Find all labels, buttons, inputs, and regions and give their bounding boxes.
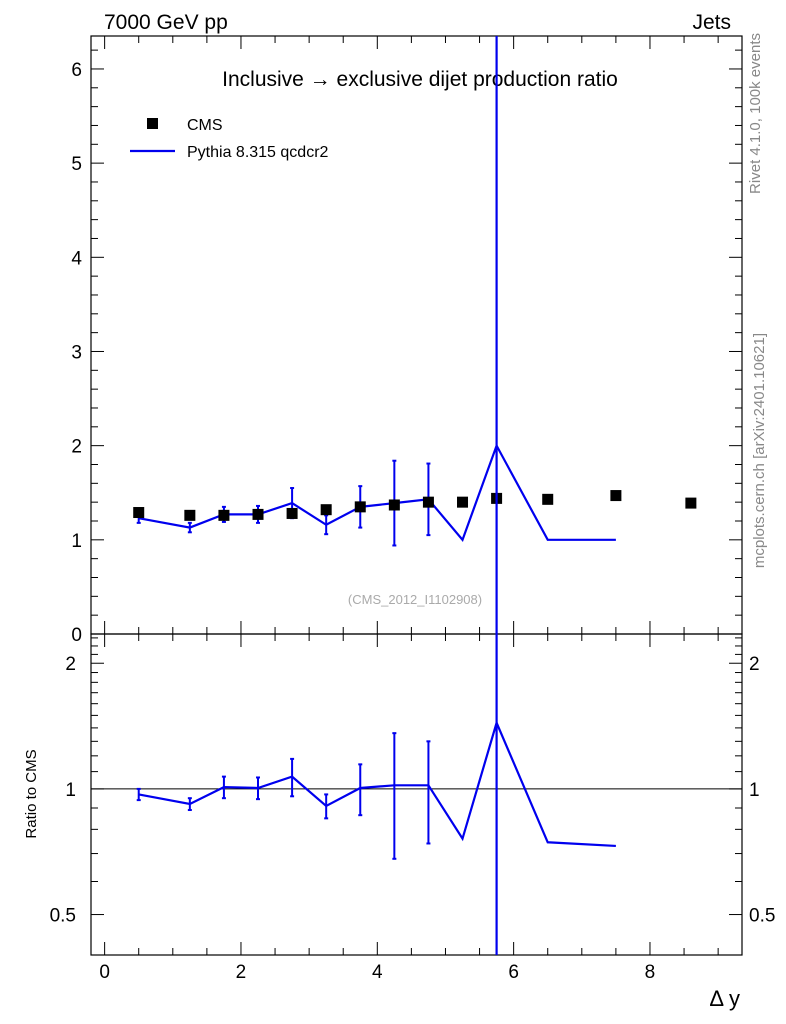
x-tick-label: 2 xyxy=(236,962,247,983)
x-tick-label: 8 xyxy=(645,962,656,983)
cms-data-point xyxy=(388,499,400,511)
y-tick-label: 5 xyxy=(71,154,82,175)
cms-data-point xyxy=(610,490,622,502)
y-tick-label: 2 xyxy=(71,437,82,458)
header-left: 7000 GeV pp xyxy=(104,11,228,34)
y-tick-label: 1 xyxy=(71,531,82,552)
x-tick-label: 6 xyxy=(508,962,519,983)
rivet-label: Rivet 4.1.0, 100k events xyxy=(747,33,764,194)
cms-data-point xyxy=(422,496,434,508)
cms-data-point xyxy=(133,507,145,519)
cms-data-point xyxy=(320,504,332,516)
cms-data-point xyxy=(457,496,469,508)
chart-title: Inclusive → exclusive dijet production r… xyxy=(222,68,618,91)
x-tick-label: 0 xyxy=(99,962,110,983)
cms-data-point xyxy=(685,497,697,509)
legend-mc-label: Pythia 8.315 qcdcr2 xyxy=(187,144,329,161)
y-tick-label: 0.5 xyxy=(50,906,76,927)
cms-data-point xyxy=(286,507,298,519)
mc-ratio-line xyxy=(138,719,616,848)
cms-data-point xyxy=(354,501,366,513)
y-tick-label: 0 xyxy=(71,625,82,646)
mcplots-label: mcplots.cern.ch [arXiv:2401.10621] xyxy=(751,333,768,568)
x-tick-label: 4 xyxy=(372,962,383,983)
legend-cms-marker xyxy=(147,118,158,129)
main-y-tick-labels: 0 1 2 3 4 5 6 xyxy=(71,60,82,646)
x-axis-label: Δ y xyxy=(709,986,740,1011)
cms-data-point xyxy=(218,509,230,521)
ratio-ylabel: Ratio to CMS xyxy=(23,749,40,838)
y-tick-label: 3 xyxy=(71,342,82,363)
analysis-tag: (CMS_2012_I1102908) xyxy=(348,592,482,607)
y-tick-label-right: 2 xyxy=(749,654,760,675)
main-ticks xyxy=(91,36,742,635)
header-right: Jets xyxy=(692,11,731,34)
ratio-panel: 0.5 0.5 1 1 2 2 0 2 4 6 8 Ratio to CMS Δ y xyxy=(23,633,776,1011)
ratio-y-tick-labels: 0.5 0.5 1 1 2 2 xyxy=(50,654,776,926)
x-tick-labels: 0 2 4 6 8 xyxy=(99,962,655,983)
ratio-ticks xyxy=(91,634,742,955)
y-tick-label-right: 0.5 xyxy=(749,906,775,927)
y-tick-label: 2 xyxy=(65,654,76,675)
y-tick-label: 6 xyxy=(71,60,82,81)
cms-data-point xyxy=(184,509,196,521)
main-data-series xyxy=(133,490,697,521)
legend: CMS Pythia 8.315 qcdcr2 xyxy=(130,117,329,161)
main-panel: 0 1 2 3 4 5 6 Inclusive → exclusive dijet prod… xyxy=(71,35,743,646)
cms-data-point xyxy=(252,508,264,520)
y-tick-label: 4 xyxy=(71,248,82,269)
mc-line xyxy=(138,442,616,542)
y-tick-label: 1 xyxy=(65,780,76,801)
legend-cms-label: CMS xyxy=(187,117,223,134)
ratio-frame xyxy=(90,633,743,956)
cms-data-point xyxy=(542,493,554,505)
y-tick-label-right: 1 xyxy=(749,780,760,801)
ratio-mc-series xyxy=(136,719,616,860)
